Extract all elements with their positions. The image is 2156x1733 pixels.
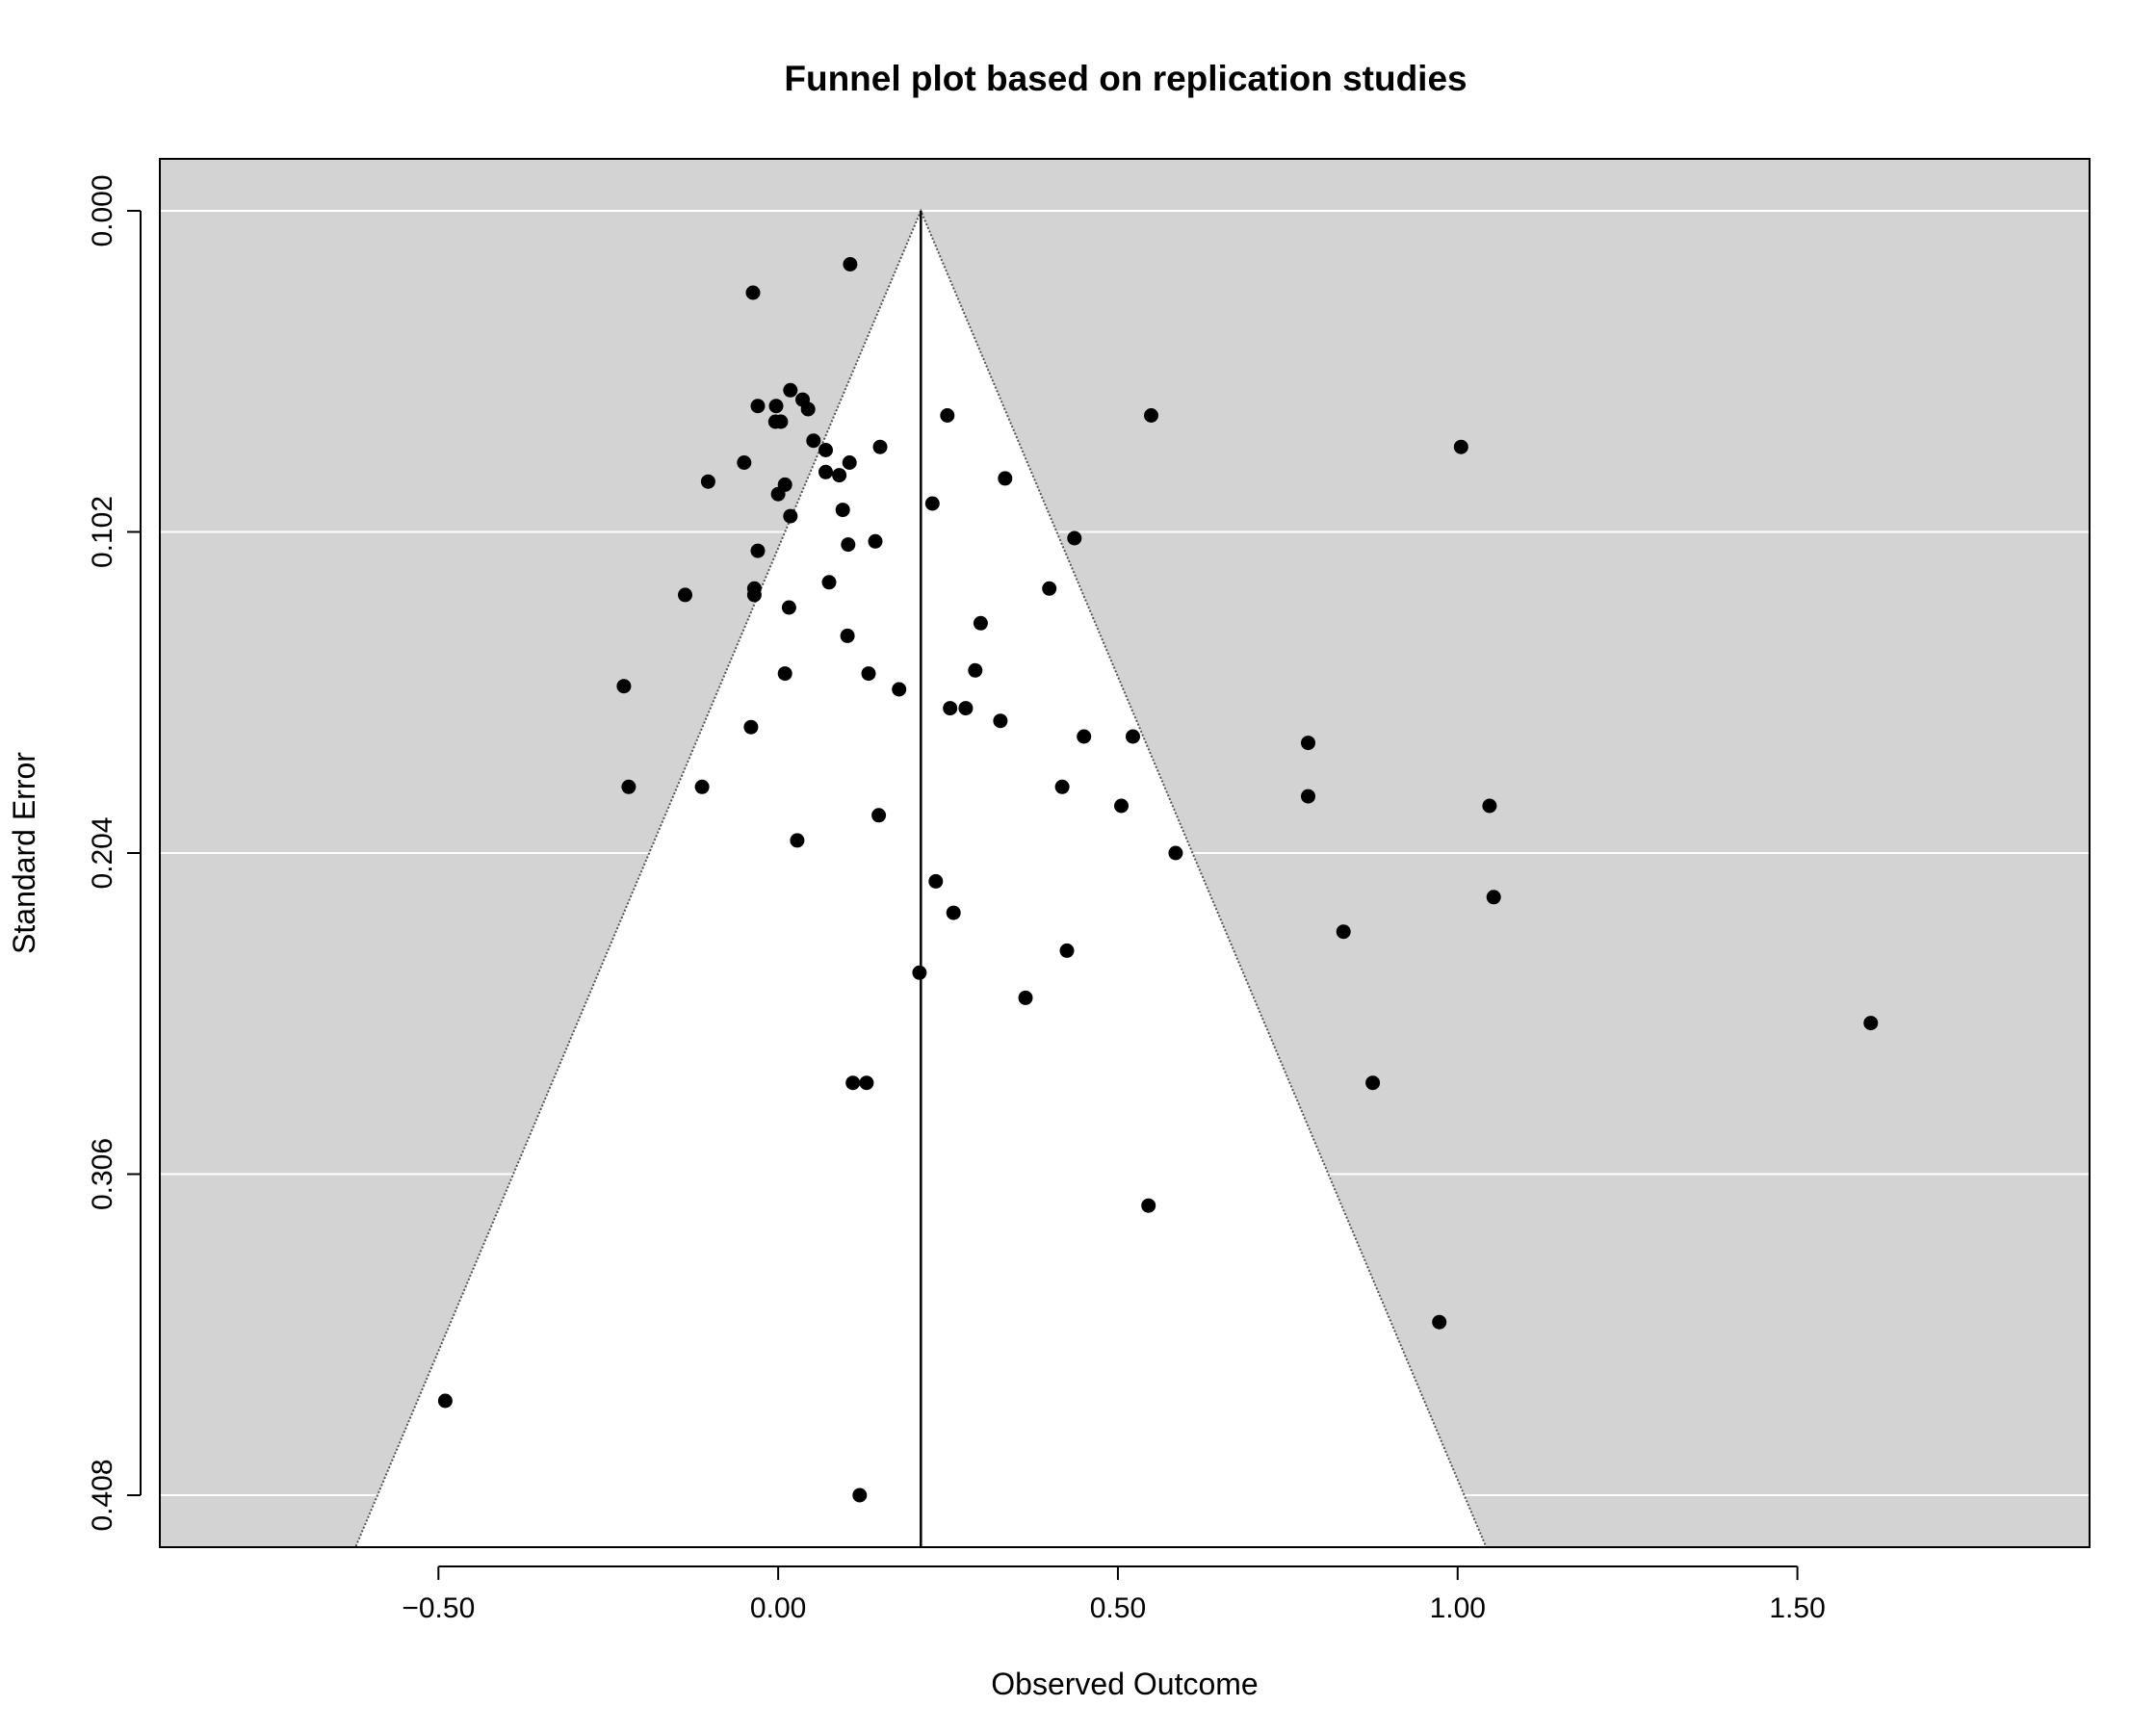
data-point-56 <box>871 808 887 823</box>
data-point-3 <box>750 399 766 414</box>
data-point-60 <box>1486 890 1501 905</box>
data-point-30 <box>821 575 837 590</box>
y-axis: 0.000 0.102 0.204 0.306 0.408 <box>87 174 142 1532</box>
data-points <box>437 257 1879 1503</box>
x-tick-label-3: 1.00 <box>1430 1592 1486 1624</box>
data-point-69 <box>1365 1075 1381 1091</box>
data-point-6 <box>800 401 816 417</box>
data-point-58 <box>1168 845 1183 861</box>
y-axis-title: Standard Error <box>7 752 41 954</box>
data-point-2 <box>783 382 798 398</box>
data-point-22 <box>770 486 786 502</box>
data-point-71 <box>1432 1314 1447 1330</box>
data-point-18 <box>832 468 847 483</box>
data-point-39 <box>777 666 792 682</box>
data-point-67 <box>845 1075 861 1091</box>
data-point-49 <box>1301 736 1315 751</box>
data-point-23 <box>924 496 940 511</box>
data-point-7 <box>940 408 955 423</box>
y-tick-label-2: 0.204 <box>87 816 118 889</box>
data-point-54 <box>1114 798 1129 814</box>
data-point-64 <box>912 965 927 980</box>
y-tick-label-4: 0.408 <box>87 1459 118 1531</box>
data-point-33 <box>678 587 692 603</box>
data-point-32 <box>746 587 762 603</box>
y-tick-label-3: 0.306 <box>87 1138 118 1210</box>
data-point-37 <box>840 628 855 643</box>
data-point-34 <box>1042 581 1057 596</box>
plot-border <box>159 158 2091 1548</box>
data-point-10 <box>773 414 789 429</box>
data-point-62 <box>1336 924 1351 940</box>
data-point-40 <box>861 666 876 682</box>
data-point-46 <box>743 719 759 735</box>
data-point-41 <box>616 679 632 694</box>
data-point-73 <box>852 1487 868 1503</box>
data-point-26 <box>1067 530 1082 546</box>
data-point-0 <box>843 257 858 272</box>
data-point-66 <box>1863 1016 1879 1031</box>
data-point-47 <box>1077 729 1092 744</box>
data-point-61 <box>946 905 961 920</box>
chart-title: Funnel plot based on replication studies <box>784 59 1467 98</box>
data-point-38 <box>968 662 983 678</box>
data-point-44 <box>958 701 974 716</box>
x-tick-label-4: 1.50 <box>1769 1592 1825 1624</box>
x-tick-label-0: −0.50 <box>402 1592 475 1624</box>
data-point-42 <box>892 682 907 697</box>
data-point-16 <box>842 455 857 470</box>
data-point-63 <box>1059 943 1075 958</box>
data-point-12 <box>818 443 833 457</box>
y-tick-label-0: 0.000 <box>87 174 118 246</box>
data-point-57 <box>790 833 805 848</box>
data-point-55 <box>1482 798 1497 814</box>
x-axis: −0.50 0.00 0.50 1.00 1.50 <box>402 1565 1826 1624</box>
data-point-53 <box>1301 789 1315 804</box>
data-point-43 <box>943 701 958 716</box>
data-point-20 <box>998 471 1013 486</box>
x-tick-label-1: 0.00 <box>750 1592 806 1624</box>
data-point-14 <box>1453 439 1468 454</box>
data-point-50 <box>621 779 636 794</box>
data-point-28 <box>841 537 856 553</box>
data-point-68 <box>859 1075 874 1091</box>
data-point-4 <box>768 399 784 414</box>
data-point-27 <box>868 533 883 549</box>
data-point-52 <box>1054 779 1070 794</box>
data-point-8 <box>1144 408 1158 423</box>
data-point-36 <box>973 615 988 631</box>
data-point-65 <box>1018 990 1033 1005</box>
data-point-70 <box>1141 1198 1156 1213</box>
data-point-24 <box>835 503 850 518</box>
data-point-72 <box>437 1393 453 1409</box>
data-point-1 <box>745 285 761 300</box>
data-point-19 <box>700 474 715 489</box>
data-point-15 <box>737 455 752 470</box>
data-point-11 <box>806 433 821 449</box>
x-tick-label-2: 0.50 <box>1090 1592 1146 1624</box>
data-point-35 <box>781 600 796 615</box>
data-point-17 <box>818 464 833 479</box>
data-point-25 <box>783 508 798 524</box>
data-point-59 <box>928 873 944 889</box>
data-point-13 <box>872 439 888 454</box>
data-point-48 <box>1126 729 1140 744</box>
data-point-51 <box>694 779 710 794</box>
y-tick-label-1: 0.102 <box>87 496 118 568</box>
data-point-45 <box>993 713 1008 729</box>
x-axis-title: Observed Outcome <box>991 1667 1258 1701</box>
data-point-29 <box>750 543 766 558</box>
